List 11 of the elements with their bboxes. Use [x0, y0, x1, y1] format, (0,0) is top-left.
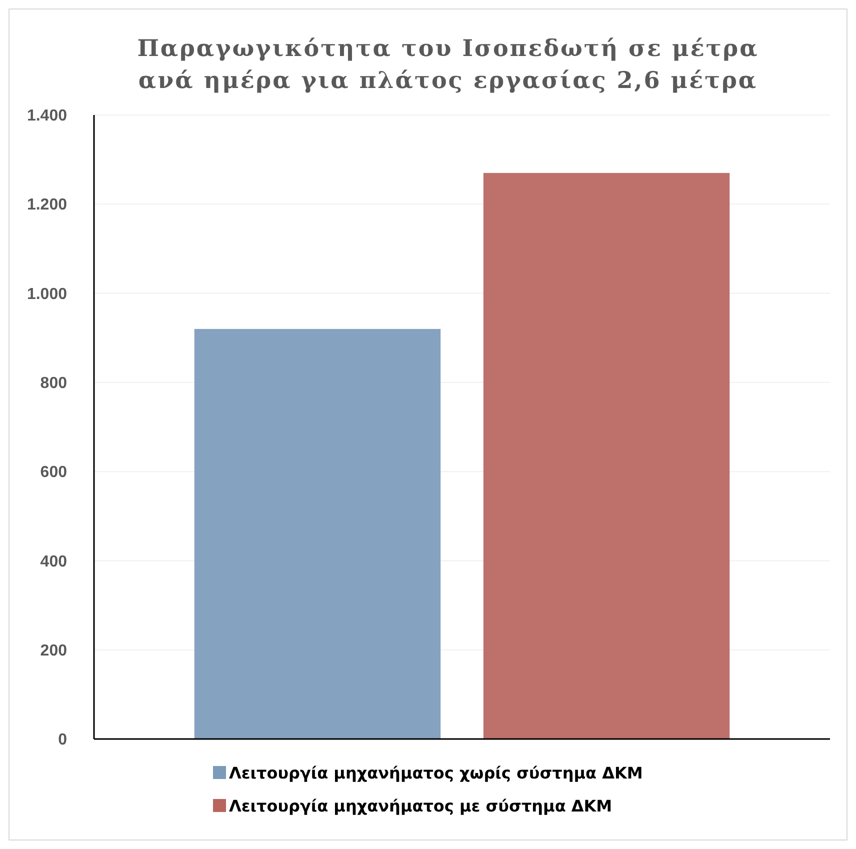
y-tick-label: 1.200 [26, 196, 68, 214]
y-tick-label: 400 [40, 553, 68, 570]
y-tick-label: 0 [58, 732, 68, 749]
chart-title: Παραγωγικότητα του Ισοπεδωτή σε μέτρα ανά ημέρα για πλάτος εργασίας 2,6 μέτρα [137, 35, 759, 94]
legend-label: Λειτουργία μηχανήματος χωρίς σύστημα ΔΚΜ [229, 764, 643, 783]
y-tick-label: 200 [40, 642, 68, 660]
legend-label: Λειτουργία μηχανήματος με σύστημα ΔΚΜ [229, 796, 612, 816]
y-tick-label: 600 [40, 464, 68, 482]
y-tick-label: 1.000 [26, 286, 68, 303]
y-tick-label: 1.400 [26, 108, 68, 125]
y-tick-label: 800 [40, 375, 68, 392]
